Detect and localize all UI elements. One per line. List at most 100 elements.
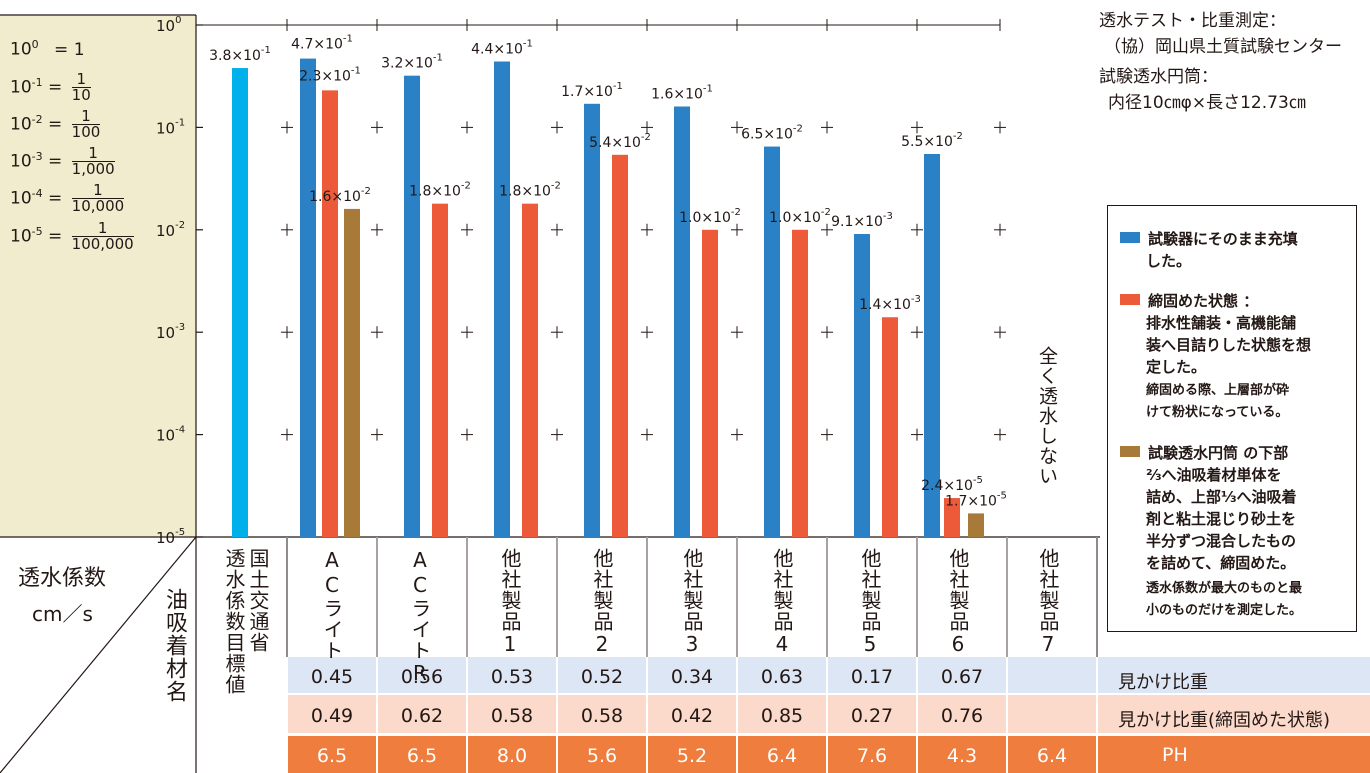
legend-text: 装へ目詰りした状態を想 — [1146, 336, 1312, 354]
unit-label: cm／s — [32, 602, 93, 626]
bar-value-label: 1.7×10-5 — [945, 490, 1007, 509]
bar-mixed — [968, 513, 984, 537]
density-value: 0.52 — [581, 666, 623, 688]
bar-value-label: 1.0×10-2 — [769, 207, 831, 226]
category-label-other-6: 他社製品6 — [946, 548, 970, 657]
category-label-other-4: 他社製品4 — [770, 548, 794, 657]
y-tick-label: 10-1 — [156, 117, 185, 137]
density-value: 0.67 — [941, 666, 983, 688]
bar-filled — [584, 103, 600, 537]
density-row-bg — [287, 657, 1097, 693]
material-name-label: 油吸着材名 — [162, 588, 187, 703]
density-value: 0.17 — [851, 666, 893, 688]
bar-mixed — [344, 208, 360, 537]
y-tick-label: 10-5 — [156, 527, 185, 547]
bar-filled — [300, 58, 316, 537]
info-cylinder-label: 試験透水円筒： — [1099, 67, 1218, 87]
ph-value: 6.5 — [317, 745, 347, 767]
conversion-row-1: 10-1 = 1 10 — [10, 70, 91, 104]
category-label-other-7: 他社製品7 — [1036, 548, 1060, 657]
info-test-center: （協）岡山県土質試験センター — [1104, 37, 1342, 57]
bar-value-label: 3.2×10-1 — [381, 53, 443, 72]
legend-note: 小のものだけを測定した。 — [1146, 603, 1303, 618]
bar-compacted — [882, 317, 898, 537]
category-label-other-1: 他社製品1 — [498, 548, 522, 657]
bar-value-label: 6.5×10-2 — [741, 124, 803, 143]
legend-text: を詰めて、締固めた。 — [1146, 554, 1296, 572]
bar-compacted — [944, 498, 960, 537]
legend-text: けて粉状になっている。 — [1146, 405, 1289, 420]
bar-compacted — [432, 203, 448, 537]
legend-swatch-red — [1120, 294, 1140, 305]
density-compact-value: 0.62 — [401, 705, 443, 727]
legend-text: 詰め、上部⅓へ油吸着 — [1146, 488, 1297, 506]
legend-item-compacted: 締固めた状態 ： — [1120, 290, 1258, 312]
bar-value-label: 2.3×10-1 — [299, 65, 361, 84]
legend-text: 半分ずつ混合したもの — [1146, 532, 1297, 550]
category-label-other-2: 他社製品2 — [590, 548, 614, 657]
category-label-other-5: 他社製品5 — [858, 548, 882, 657]
no-permeation-note: 全く透水しない — [1036, 346, 1058, 486]
legend-item-mixed: 試験透水円筒 の下部 — [1120, 442, 1288, 464]
bar-value-label: 1.4×10-3 — [859, 294, 921, 313]
row-label-ph: PH — [1162, 744, 1188, 766]
category-label-target-2: 透水係数目標値 — [222, 548, 246, 695]
bar-target — [232, 68, 248, 538]
bar-value-label: 4.7×10-1 — [291, 34, 353, 53]
density-value: 0.34 — [671, 666, 713, 688]
header-diagonal — [0, 536, 197, 773]
density-compact-value: 0.42 — [671, 705, 713, 727]
ph-value: 6.4 — [1037, 745, 1067, 767]
density-value: 0.45 — [311, 666, 353, 688]
bar-value-label: 3.8×10-1 — [209, 45, 271, 64]
conversion-panel-background — [0, 15, 196, 537]
row-label-density-compact: 見かけ比重(締固めた状態) — [1118, 710, 1331, 731]
y-tick-label: 10-4 — [156, 425, 185, 445]
bar-value-label: 5.4×10-2 — [589, 132, 651, 151]
bar-value-label: 9.1×10-3 — [831, 211, 893, 230]
density-compact-value: 0.49 — [311, 705, 353, 727]
density-value: 0.53 — [491, 666, 533, 688]
ph-row-bg — [287, 736, 1370, 773]
bar-compacted — [522, 203, 538, 537]
category-label-ac-light: ACライト — [320, 548, 344, 661]
ph-value: 5.6 — [587, 745, 617, 767]
density-compact-value: 0.27 — [851, 705, 893, 727]
bar-compacted — [322, 90, 338, 537]
bar-filled — [764, 146, 780, 537]
y-tick-label: 100 — [156, 15, 181, 35]
density-value: 0.63 — [761, 666, 803, 688]
conversion-row-3: 10-3 = 1 1,000 — [10, 144, 115, 178]
bar-value-label: 1.8×10-2 — [499, 181, 561, 200]
density-value: 0.56 — [401, 666, 443, 688]
legend-swatch-brown — [1120, 446, 1140, 457]
category-label-other-3: 他社製品3 — [680, 548, 704, 657]
bar-compacted — [792, 229, 808, 538]
density-compact-row-bg-label — [1097, 695, 1370, 733]
bar-value-label: 5.5×10-2 — [901, 131, 963, 150]
bar-value-label: 1.6×10-2 — [309, 186, 371, 205]
bar-filled — [924, 153, 940, 537]
density-compact-value: 0.58 — [491, 705, 533, 727]
legend-text: 締固める際、上層部が砕 — [1146, 383, 1290, 398]
legend-text: 剤と粘土混じり砂土を — [1146, 510, 1297, 528]
conversion-row-5: 10-5 = 1 100,000 — [10, 219, 134, 253]
info-cylinder-size: 内径10㎝φ×長さ12.73㎝ — [1108, 93, 1306, 113]
density-row-bg-label — [1097, 657, 1370, 693]
legend-text: ⅔へ油吸着材単体を — [1146, 466, 1282, 484]
bar-value-label: 1.0×10-2 — [679, 207, 741, 226]
category-label-target-1: 国土交通省 — [246, 548, 270, 653]
legend-text: した。 — [1146, 252, 1192, 270]
bar-value-label: 1.7×10-1 — [561, 81, 623, 100]
bar-value-label: 2.4×10-5 — [921, 475, 983, 494]
permeability-coef-label: 透水係数 — [18, 566, 107, 591]
bar-value-label: 4.4×10-1 — [471, 39, 533, 58]
row-label-density: 見かけ比重 — [1118, 672, 1208, 693]
density-compact-row-bg — [287, 695, 1097, 733]
legend-swatch-blue — [1120, 232, 1140, 243]
info-test-label: 透水テスト・比重測定： — [1099, 11, 1286, 31]
bar-filled — [404, 75, 420, 538]
legend-item-filled: 試験器にそのまま充填 — [1120, 228, 1298, 250]
bar-filled — [494, 61, 510, 538]
